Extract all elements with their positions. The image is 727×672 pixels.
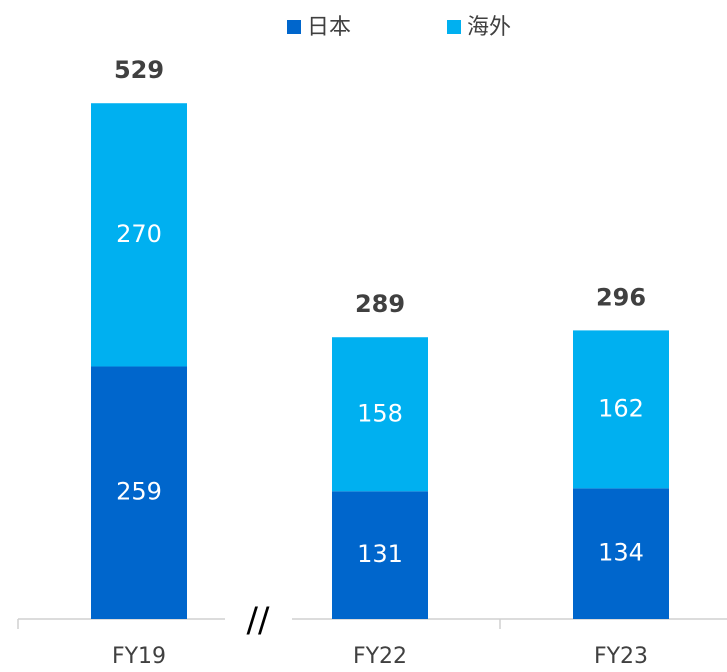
x-tick-label: FY22 [353, 644, 407, 669]
value-label: 158 [357, 399, 403, 427]
x-tick-label: FY23 [594, 644, 648, 669]
bar-segment [332, 337, 428, 492]
x-tick-label: FY19 [112, 644, 166, 669]
axis-break: // [247, 601, 270, 641]
total-label: 529 [114, 56, 164, 84]
value-label: 131 [357, 540, 403, 568]
legend-label: 日本 [307, 15, 351, 40]
bar-segment [573, 330, 669, 489]
value-label: 259 [116, 478, 162, 506]
legend-swatch [287, 20, 301, 34]
legend-label: 海外 [467, 15, 511, 40]
total-label: 289 [355, 290, 405, 318]
total-label: 296 [596, 283, 646, 311]
bar-segment [91, 103, 187, 367]
value-label: 270 [116, 220, 162, 248]
bar-segment [573, 488, 669, 619]
value-label: 162 [598, 394, 644, 422]
bar-segment [332, 491, 428, 619]
value-label: 134 [598, 539, 644, 567]
legend-swatch [447, 20, 461, 34]
bar-segment [91, 366, 187, 619]
